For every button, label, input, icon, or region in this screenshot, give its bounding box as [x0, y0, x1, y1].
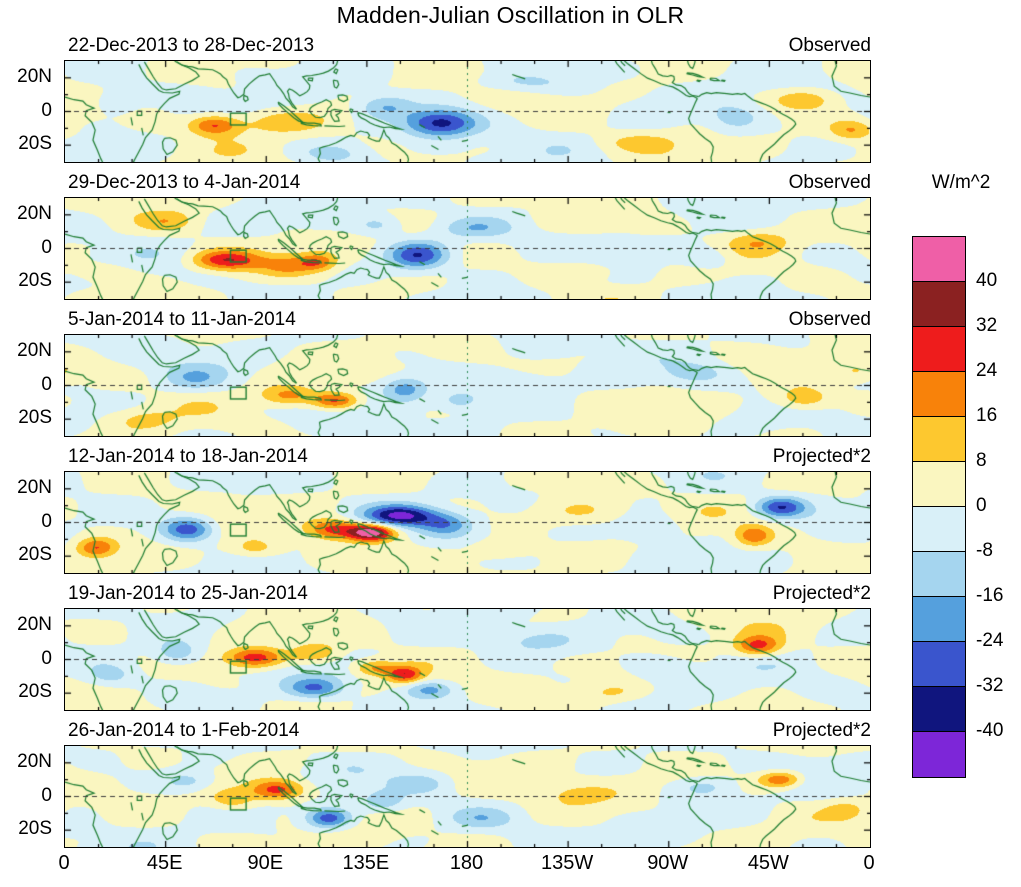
colorbar-tick-label: 40 — [976, 270, 998, 291]
y-tick-label: 20N — [17, 339, 52, 361]
panel-date-range: 19-Jan-2014 to 25-Jan-2014 — [68, 583, 308, 604]
y-tick-label: 20N — [17, 65, 52, 87]
colorbar-tick-label: -8 — [976, 540, 993, 561]
panel-date-range: 26-Jan-2014 to 1-Feb-2014 — [68, 720, 300, 741]
panel-header: 26-Jan-2014 to 1-Feb-2014 Projected*2 — [64, 720, 873, 744]
panel-date-range: 5-Jan-2014 to 11-Jan-2014 — [68, 309, 296, 330]
panel-source-label: Projected*2 — [772, 720, 871, 741]
panel-source-label: Observed — [788, 35, 871, 56]
panel-body: 20N 0 20S — [0, 608, 880, 713]
map-panel: 26-Jan-2014 to 1-Feb-2014 Projected*2 20… — [0, 718, 880, 855]
panel-date-range: 29-Dec-2013 to 4-Jan-2014 — [68, 172, 301, 193]
latitude-axis: 20N 0 20S — [0, 745, 58, 850]
longitude-axis: 0 45E 90E 135E 180 135W 90W 45W 0 — [58, 852, 874, 878]
y-tick-label: 20S — [18, 133, 52, 155]
panel-date-range: 12-Jan-2014 to 18-Jan-2014 — [68, 446, 308, 467]
y-tick-label: 20S — [18, 407, 52, 429]
y-tick-label: 20S — [18, 544, 52, 566]
map-panel: 19-Jan-2014 to 25-Jan-2014 Projected*2 2… — [0, 581, 880, 718]
colorbar-tick-label: 16 — [976, 405, 998, 426]
map-panel-canvas — [64, 60, 871, 163]
y-tick-label: 20N — [17, 750, 52, 772]
y-tick-label: 20S — [18, 818, 52, 840]
colorbar-segment — [913, 687, 965, 732]
panel-header: 19-Jan-2014 to 25-Jan-2014 Projected*2 — [64, 583, 873, 607]
colorbar-tick-label: 32 — [976, 315, 998, 336]
y-tick-label: 0 — [41, 236, 52, 258]
y-tick-label: 0 — [41, 647, 52, 669]
colorbar-tick-label: -40 — [976, 720, 1004, 741]
panel-header: 29-Dec-2013 to 4-Jan-2014 Observed — [64, 172, 873, 196]
y-tick-label: 0 — [41, 373, 52, 395]
panel-body: 20N 0 20S — [0, 334, 880, 439]
latitude-axis: 20N 0 20S — [0, 471, 58, 576]
map-panel-canvas — [64, 334, 871, 437]
y-tick-label: 20N — [17, 202, 52, 224]
panel-body: 20N 0 20S — [0, 745, 880, 850]
panel-body: 20N 0 20S — [0, 60, 880, 165]
x-tick-label: 45W — [747, 852, 789, 874]
map-panel: 29-Dec-2013 to 4-Jan-2014 Observed 20N 0 2… — [0, 170, 880, 307]
y-tick-label: 0 — [41, 510, 52, 532]
colorbar-tick-label: -16 — [976, 585, 1004, 606]
x-tick-label: 90E — [247, 852, 284, 874]
colorbar-tick-label: 8 — [976, 450, 987, 471]
map-panel-canvas — [64, 471, 871, 574]
latitude-axis: 20N 0 20S — [0, 60, 58, 165]
colorbar-segment — [913, 282, 965, 327]
colorbar-segment — [913, 597, 965, 642]
x-tick-label: 0 — [58, 852, 70, 874]
x-tick-label: 135E — [342, 852, 390, 874]
x-tick-label: 135W — [541, 852, 594, 874]
colorbar-segment — [913, 417, 965, 462]
panel-source-label: Projected*2 — [772, 583, 871, 604]
panel-header: 12-Jan-2014 to 18-Jan-2014 Projected*2 — [64, 446, 873, 470]
y-tick-label: 20N — [17, 613, 52, 635]
colorbar-tick-label: -24 — [976, 630, 1004, 651]
panel-source-label: Observed — [788, 309, 871, 330]
x-tick-label: 45E — [146, 852, 183, 874]
colorbar-segment — [913, 327, 965, 372]
colorbar-tick-label: 0 — [976, 495, 987, 516]
y-tick-label: 20S — [18, 681, 52, 703]
map-panel-canvas — [64, 197, 871, 300]
colorbar-segment — [913, 642, 965, 687]
x-tick-label: 0 — [863, 852, 875, 874]
map-panels: 22-Dec-2013 to 28-Dec-2013 Observed 20N 0… — [0, 33, 880, 855]
colorbar-unit-label: W/m^2 — [931, 172, 991, 193]
colorbar-segment — [913, 372, 965, 417]
y-tick-label: 0 — [41, 99, 52, 121]
latitude-axis: 20N 0 20S — [0, 608, 58, 713]
colorbar-tick-label: 24 — [976, 360, 998, 381]
colorbar-tick-label: -32 — [976, 675, 1004, 696]
colorbar-segment — [913, 462, 965, 507]
y-tick-label: 20N — [17, 476, 52, 498]
x-tick-label: 90W — [647, 852, 689, 874]
colorbar-segment — [913, 732, 965, 777]
latitude-axis: 20N 0 20S — [0, 334, 58, 439]
map-panel: 5-Jan-2014 to 11-Jan-2014 Observed 20N 0 2… — [0, 307, 880, 444]
latitude-axis: 20N 0 20S — [0, 197, 58, 302]
panel-header: 22-Dec-2013 to 28-Dec-2013 Observed — [64, 35, 873, 59]
panel-source-label: Observed — [788, 172, 871, 193]
panel-body: 20N 0 20S — [0, 197, 880, 302]
panel-body: 20N 0 20S — [0, 471, 880, 576]
panel-source-label: Projected*2 — [772, 446, 871, 467]
colorbar-segment — [913, 237, 965, 282]
map-panel-canvas — [64, 745, 871, 848]
y-tick-label: 20S — [18, 270, 52, 292]
figure-title: Madden-Julian Oscillation in OLR — [336, 2, 685, 28]
colorbar — [912, 236, 966, 778]
y-tick-label: 0 — [41, 784, 52, 806]
map-panel-canvas — [64, 608, 871, 711]
map-panel: 22-Dec-2013 to 28-Dec-2013 Observed 20N 0… — [0, 33, 880, 170]
colorbar-segment — [913, 552, 965, 597]
panel-date-range: 22-Dec-2013 to 28-Dec-2013 — [68, 35, 315, 56]
map-panel: 12-Jan-2014 to 18-Jan-2014 Projected*2 2… — [0, 444, 880, 581]
panel-header: 5-Jan-2014 to 11-Jan-2014 Observed — [64, 309, 873, 333]
colorbar-segment — [913, 507, 965, 552]
x-tick-label: 180 — [449, 852, 484, 874]
